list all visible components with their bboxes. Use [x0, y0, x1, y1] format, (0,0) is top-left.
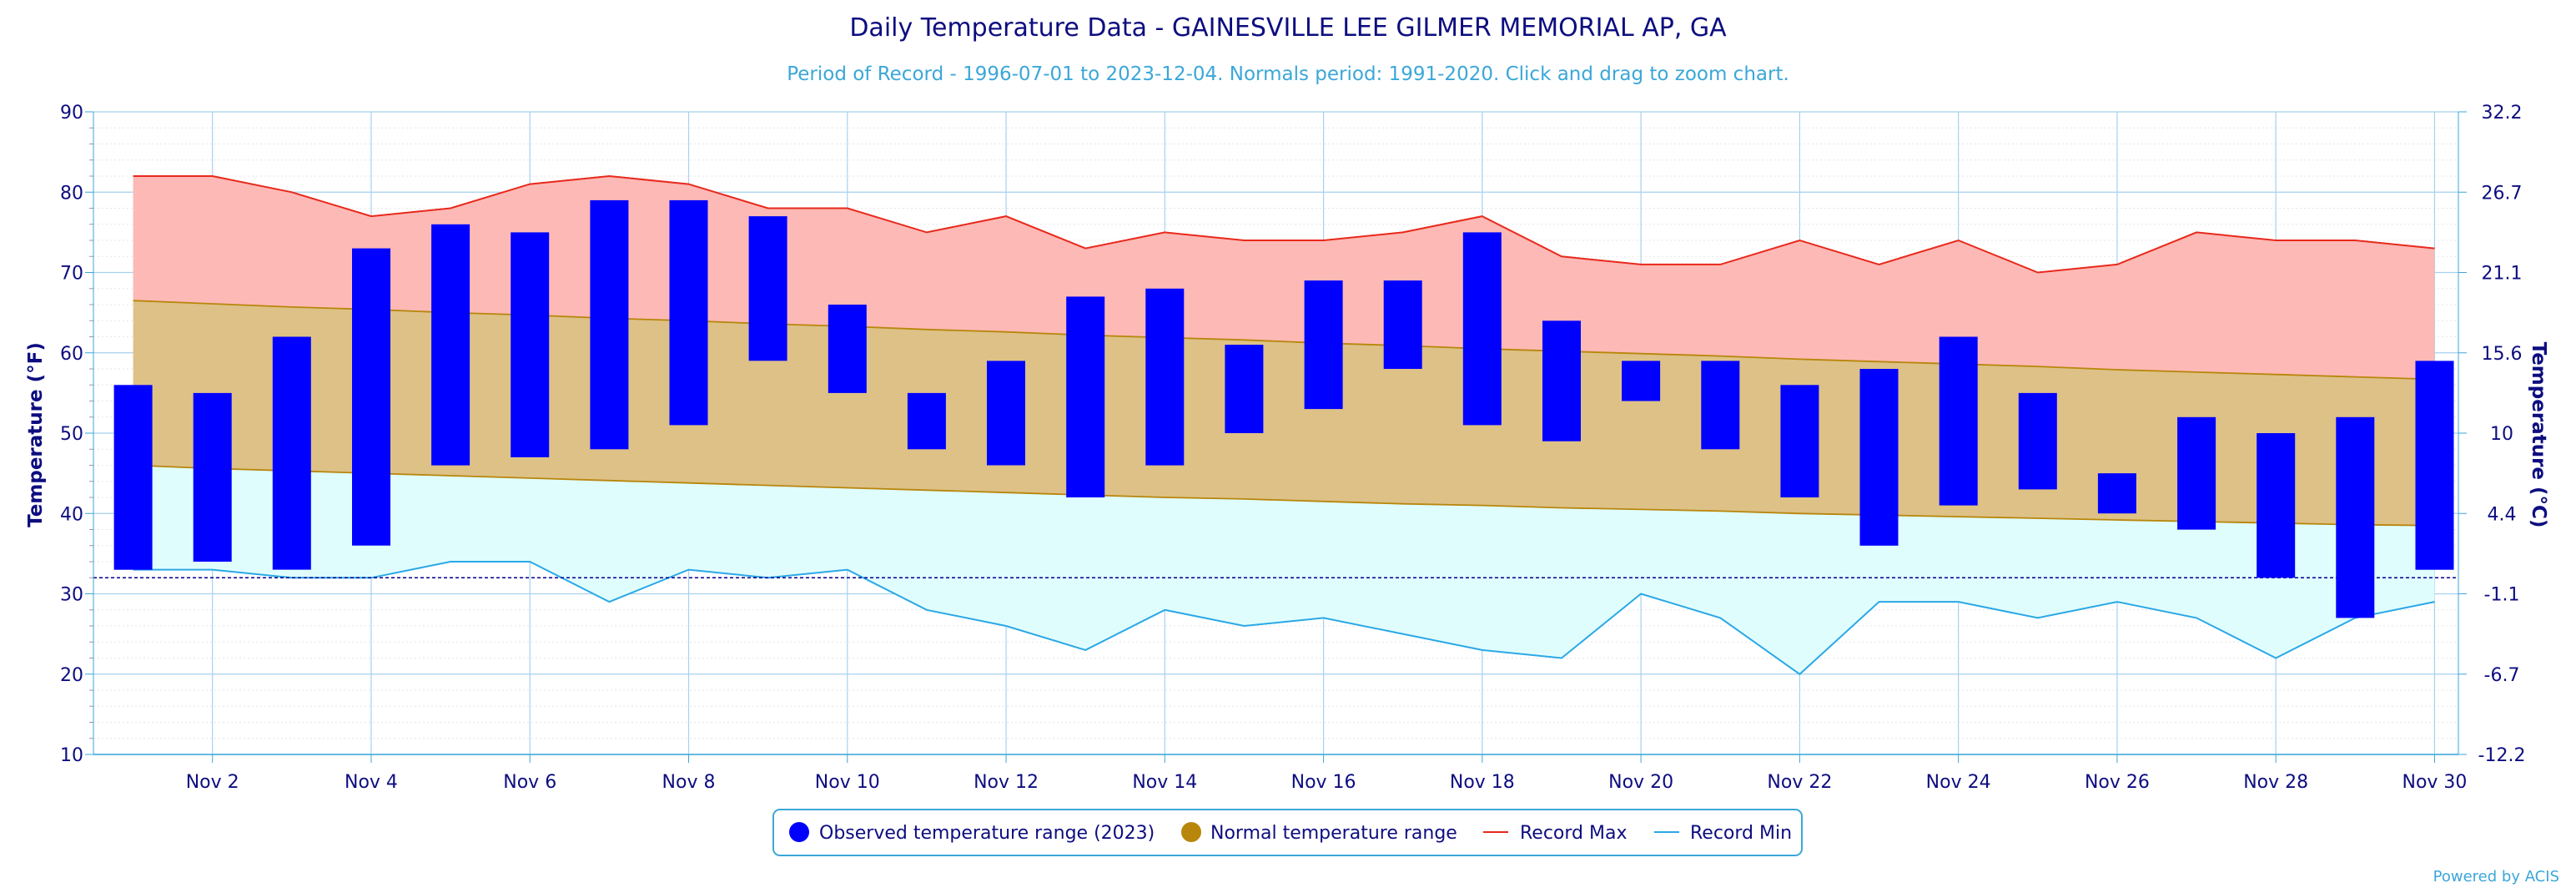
y-tick-label: 40	[60, 504, 83, 525]
observed-range-bar	[669, 199, 708, 426]
observed-range-bar	[272, 336, 311, 570]
x-tick-label: Nov 12	[974, 772, 1039, 793]
y-tick-label: 20	[60, 665, 83, 686]
y-right-tick-label: 15.6	[2482, 344, 2523, 365]
observed-range-bar	[511, 232, 550, 457]
legend-item-normal[interactable]: Normal temperature range	[1181, 822, 1457, 844]
observed-range-bar	[2415, 361, 2454, 570]
y-tick-label: 50	[60, 424, 83, 445]
observed-range-bar	[113, 385, 153, 570]
y-right-tick-label: 4.4	[2488, 504, 2517, 525]
record-min-line	[133, 561, 2435, 676]
observed-range-bar	[2177, 416, 2216, 530]
x-tick-label: Nov 4	[345, 772, 398, 793]
observed-range-bar	[1780, 385, 1819, 497]
observed-range-bar	[1304, 280, 1343, 410]
y-tick-label: 60	[60, 344, 83, 365]
observed-range-bar	[1542, 320, 1581, 441]
x-tick-label: Nov 26	[2085, 772, 2150, 793]
legend-record-max-label: Record Max	[1520, 823, 1628, 844]
observed-bars	[113, 199, 2454, 618]
x-tick-label: Nov 6	[503, 772, 556, 793]
observed-range-bar	[352, 248, 390, 546]
x-tick-label: Nov 18	[1450, 772, 1515, 793]
y-axis-title-left: Temperature (°F)	[25, 342, 47, 527]
y-tick-label: 70	[60, 264, 83, 285]
legend-observed-label: Observed temperature range (2023)	[819, 823, 1155, 844]
observed-range-bar	[431, 224, 470, 466]
normal-range-area	[133, 300, 2435, 526]
chart-subtitle: Period of Record - 1996-07-01 to 2023-12…	[787, 63, 1789, 85]
y-tick-label: 10	[60, 745, 83, 766]
legend-item-record-min[interactable]: Record Min	[1654, 823, 1792, 844]
observed-range-bar	[2336, 416, 2375, 618]
observed-range-bar	[748, 216, 787, 361]
observed-range-bar	[1383, 280, 1422, 369]
observed-range-bar	[1939, 336, 1978, 506]
observed-range-bar	[987, 361, 1025, 466]
legend-normal-symbol	[1181, 822, 1201, 842]
y-right-tick-label: 26.7	[2482, 183, 2523, 204]
observed-range-bar	[2018, 392, 2057, 490]
x-tick-label: Nov 16	[1291, 772, 1356, 793]
y-right-tick-label: -1.1	[2484, 585, 2520, 606]
y-right-tick-label: 21.1	[2482, 264, 2523, 285]
observed-range-bar	[1225, 345, 1264, 433]
normal-low-line	[133, 464, 2435, 527]
x-tick-label: Nov 10	[815, 772, 880, 793]
legend-record-min-label: Record Min	[1690, 823, 1792, 844]
observed-range-bar	[1859, 369, 1899, 546]
legend-box	[772, 809, 1803, 856]
observed-range-bar	[2257, 433, 2296, 578]
legend-item-record-max[interactable]: Record Max	[1483, 823, 1628, 844]
legend-observed-symbol	[789, 822, 809, 842]
observed-range-bar	[193, 392, 232, 562]
observed-range-bar	[2097, 473, 2136, 514]
range-areas	[133, 176, 2435, 674]
x-tick-label: Nov 8	[662, 772, 716, 793]
legend[interactable]: Observed temperature range (2023) Normal…	[772, 809, 1803, 856]
x-tick-label: Nov 2	[186, 772, 239, 793]
record-max-area	[133, 176, 2435, 380]
record-min-area	[133, 465, 2435, 674]
y-tick-label: 80	[60, 183, 83, 204]
x-tick-label: Nov 14	[1132, 772, 1197, 793]
credits-link[interactable]: Powered by ACIS	[2433, 868, 2559, 885]
y-right-tick-label: -6.7	[2484, 665, 2520, 686]
x-tick-label: Nov 22	[1767, 772, 1832, 793]
record-max-line	[133, 174, 2435, 274]
observed-range-bar	[907, 392, 946, 450]
observed-range-bar	[1145, 288, 1185, 466]
y-tick-label: 90	[60, 103, 83, 124]
legend-normal-label: Normal temperature range	[1210, 823, 1457, 844]
x-tick-label: Nov 28	[2243, 772, 2308, 793]
y-axis-title-right: Temperature (°C)	[2528, 342, 2549, 528]
observed-range-bar	[1462, 232, 1502, 426]
observed-range-bar	[1066, 296, 1105, 497]
y-right-tick-label: 10	[2490, 424, 2513, 445]
x-tick-label: Nov 30	[2402, 772, 2467, 793]
x-tick-label: Nov 24	[1926, 772, 1991, 793]
observed-range-bar	[1622, 361, 1661, 401]
y-right-tick-label: -12.2	[2478, 745, 2526, 766]
legend-item-observed[interactable]: Observed temperature range (2023)	[789, 822, 1155, 844]
y-tick-label: 30	[60, 585, 83, 606]
observed-range-bar	[1701, 361, 1740, 450]
axes: 10 20 30 40 50 60 70 80 90 -12.2 -6.7 -1.1 4.4 10 15.6…	[60, 103, 2525, 793]
observed-range-bar	[828, 305, 867, 393]
x-tick-label: Nov 20	[1608, 772, 1673, 793]
chart-title: Daily Temperature Data - GAINESVILLE LEE…	[849, 13, 1727, 43]
observed-range-bar	[590, 199, 629, 450]
y-right-tick-label: 32.2	[2482, 103, 2523, 124]
